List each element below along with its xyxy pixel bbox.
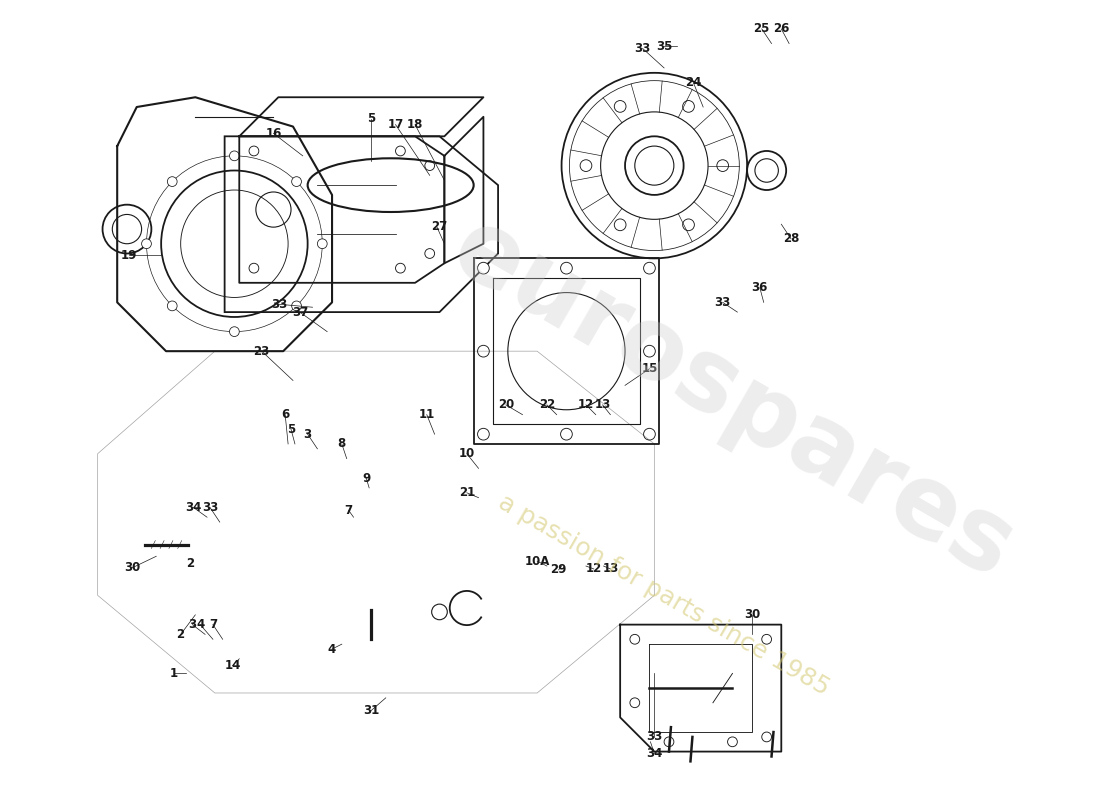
Text: 24: 24 [685,76,702,89]
Circle shape [396,146,405,156]
Text: 19: 19 [121,249,138,262]
Circle shape [477,346,490,357]
Circle shape [762,732,771,742]
Text: 2: 2 [177,628,185,641]
Text: 3: 3 [188,618,197,631]
Text: 20: 20 [498,398,514,411]
Text: 8: 8 [338,438,345,450]
Circle shape [561,428,572,440]
Text: 7: 7 [344,504,353,517]
Circle shape [683,219,694,230]
Circle shape [425,161,435,170]
Circle shape [396,263,405,273]
Circle shape [425,249,435,258]
Circle shape [230,151,240,161]
Circle shape [477,262,490,274]
Text: 2: 2 [186,557,195,570]
Text: 31: 31 [363,704,379,717]
Circle shape [167,177,177,186]
Circle shape [644,428,656,440]
Text: 15: 15 [641,362,658,375]
Circle shape [614,219,626,230]
Circle shape [630,634,640,644]
Text: 4: 4 [328,642,337,655]
Text: a passion for parts since 1985: a passion for parts since 1985 [494,490,834,700]
Text: 1: 1 [169,667,178,680]
Text: 18: 18 [407,118,424,131]
Text: 17: 17 [387,118,404,131]
Text: 28: 28 [783,232,800,246]
Circle shape [664,737,674,746]
Text: 33: 33 [635,42,651,55]
Text: 14: 14 [224,659,241,672]
Text: 22: 22 [539,398,556,411]
Circle shape [727,737,737,746]
Circle shape [644,346,656,357]
Text: 11: 11 [419,408,435,421]
Circle shape [249,263,258,273]
Circle shape [614,101,626,112]
Text: 23: 23 [254,345,270,358]
Circle shape [230,326,240,337]
Circle shape [292,177,301,186]
Circle shape [580,160,592,171]
Text: 34: 34 [646,747,662,760]
Text: 34: 34 [185,501,201,514]
Circle shape [249,146,258,156]
Text: 5: 5 [367,112,375,126]
Text: 33: 33 [715,296,730,309]
Circle shape [683,101,694,112]
Circle shape [318,239,327,249]
Text: 13: 13 [594,398,610,411]
Circle shape [644,262,656,274]
Text: 33: 33 [272,298,287,310]
Text: 10: 10 [459,447,475,460]
Circle shape [762,634,771,644]
Text: 16: 16 [265,127,282,140]
Circle shape [561,262,572,274]
Circle shape [142,239,152,249]
Text: 21: 21 [459,486,475,499]
Circle shape [630,698,640,708]
Text: eurospares: eurospares [434,200,1031,600]
Text: 33: 33 [201,501,218,514]
Text: 12: 12 [585,562,602,575]
Text: 30: 30 [123,562,140,574]
Text: 25: 25 [754,22,770,35]
Text: 3: 3 [304,428,311,441]
Circle shape [717,160,728,171]
Text: 36: 36 [751,281,768,294]
Text: 35: 35 [656,40,672,53]
Text: 33: 33 [646,730,662,743]
Text: 12: 12 [578,398,594,411]
Text: 7: 7 [209,618,217,631]
Text: 6: 6 [280,408,289,421]
Text: 29: 29 [550,563,566,577]
Circle shape [292,301,301,310]
Circle shape [477,428,490,440]
Text: 5: 5 [287,422,295,436]
Text: 13: 13 [603,562,618,575]
Circle shape [167,301,177,310]
Text: 10A: 10A [525,554,550,568]
Text: 30: 30 [744,608,760,622]
Text: 9: 9 [362,472,371,485]
Text: 37: 37 [292,306,308,318]
Text: 27: 27 [431,220,448,233]
Text: 4: 4 [196,618,205,631]
Text: 26: 26 [773,22,790,35]
